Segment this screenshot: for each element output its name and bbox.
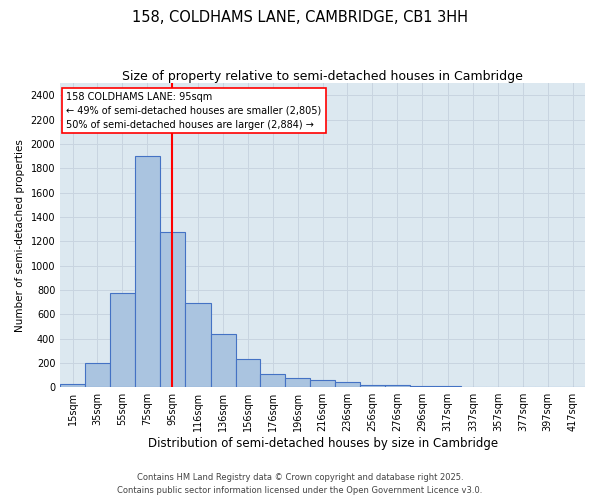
Bar <box>211 334 236 387</box>
Bar <box>185 303 211 387</box>
Text: 158, COLDHAMS LANE, CAMBRIDGE, CB1 3HH: 158, COLDHAMS LANE, CAMBRIDGE, CB1 3HH <box>132 10 468 25</box>
Bar <box>60 384 85 387</box>
Bar <box>461 386 485 387</box>
Bar <box>285 378 310 387</box>
Bar <box>434 386 461 387</box>
Bar <box>236 359 260 387</box>
Bar <box>335 382 360 387</box>
Y-axis label: Number of semi-detached properties: Number of semi-detached properties <box>15 138 25 332</box>
Bar <box>85 363 110 387</box>
Bar <box>385 386 410 387</box>
Bar <box>110 293 135 387</box>
Bar <box>160 232 185 387</box>
Bar <box>135 156 160 387</box>
Text: 158 COLDHAMS LANE: 95sqm
← 49% of semi-detached houses are smaller (2,805)
50% o: 158 COLDHAMS LANE: 95sqm ← 49% of semi-d… <box>67 92 322 130</box>
Bar <box>310 380 335 387</box>
Bar <box>360 385 385 387</box>
Title: Size of property relative to semi-detached houses in Cambridge: Size of property relative to semi-detach… <box>122 70 523 83</box>
Bar <box>410 386 434 387</box>
Bar <box>260 374 285 387</box>
X-axis label: Distribution of semi-detached houses by size in Cambridge: Distribution of semi-detached houses by … <box>148 437 497 450</box>
Text: Contains HM Land Registry data © Crown copyright and database right 2025.
Contai: Contains HM Land Registry data © Crown c… <box>118 474 482 495</box>
